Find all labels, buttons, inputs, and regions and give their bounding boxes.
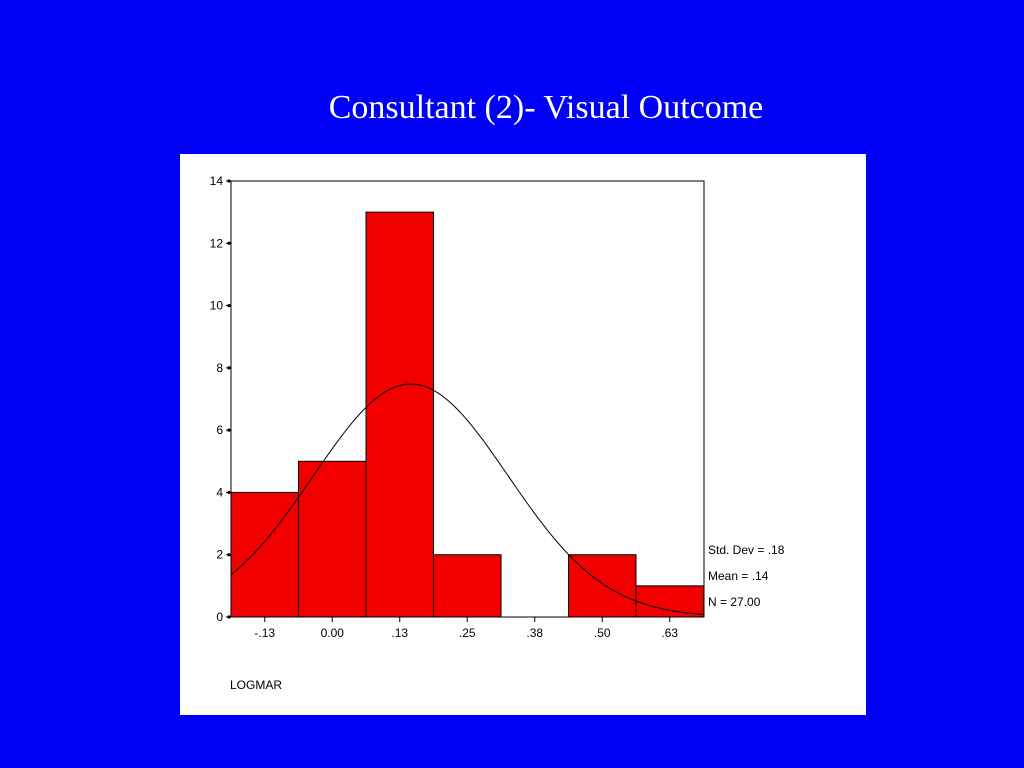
- x-tick-label: .25: [459, 626, 476, 640]
- x-axis: -.13 0.00 .13 .25 .38 .50 .63: [254, 617, 678, 640]
- y-axis: 0 2 4 6 8 10 12 14: [210, 174, 231, 624]
- x-tick-label: -.13: [254, 626, 275, 640]
- y-tick-label: 14: [210, 174, 224, 188]
- histogram-bar: [568, 554, 637, 618]
- y-tick-label: 6: [216, 423, 223, 437]
- mean-label: Mean = .14: [708, 569, 769, 583]
- y-tick-dot: [227, 553, 231, 557]
- slide-title: Consultant (2)- Visual Outcome: [328, 89, 764, 126]
- x-axis-label: LOGMAR: [230, 678, 282, 692]
- histogram-bar: [433, 554, 502, 618]
- n-label: N = 27.00: [708, 595, 761, 609]
- y-tick-label: 2: [216, 548, 223, 562]
- y-tick-dot: [227, 303, 231, 308]
- y-tick-label: 4: [216, 485, 223, 499]
- y-tick-label: 10: [210, 299, 224, 313]
- y-tick-dot: [227, 366, 231, 370]
- x-tick-label: 0.00: [321, 626, 345, 640]
- y-tick-dot: [227, 490, 231, 495]
- y-tick-label: 8: [216, 361, 223, 375]
- chart-panel: 0 2 4 6 8 10 12 14 -.13 0.00 .13 .25 .38 .50 .63 Std.…: [180, 154, 866, 715]
- histogram-bar: [365, 211, 434, 618]
- y-tick-dot: [227, 179, 231, 183]
- y-tick-label: 12: [210, 236, 224, 250]
- histogram-chart: 0 2 4 6 8 10 12 14 -.13 0.00 .13 .25 .38 .50 .63 Std.…: [210, 174, 785, 692]
- bars-layer: [230, 211, 704, 618]
- std-dev-label: Std. Dev = .18: [708, 543, 785, 557]
- x-tick-label: .50: [594, 626, 611, 640]
- x-tick-label: .63: [661, 626, 678, 640]
- y-tick-label: 0: [216, 610, 223, 624]
- y-tick-dot: [227, 615, 231, 619]
- histogram-bar: [635, 585, 704, 618]
- x-tick-label: .13: [391, 626, 408, 640]
- y-tick-dot: [227, 241, 231, 245]
- y-tick-dot: [227, 428, 231, 432]
- x-tick-label: .38: [526, 626, 543, 640]
- normal-curve-line: [230, 383, 705, 616]
- histogram-bar: [298, 460, 367, 618]
